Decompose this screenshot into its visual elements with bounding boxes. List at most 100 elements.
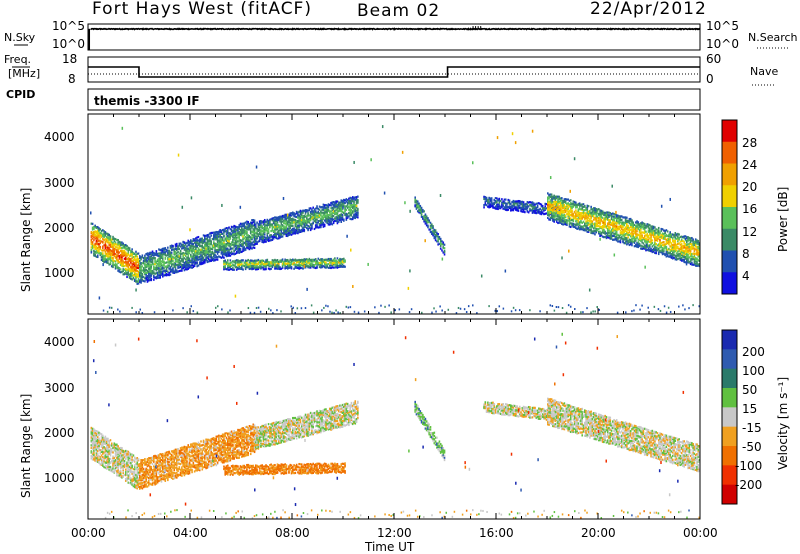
range-gate-cell	[631, 234, 633, 238]
station-title: Fort Hays West (fitACF)	[92, 0, 312, 19]
range-gate-cell	[575, 201, 577, 204]
range-gate-cell	[284, 258, 286, 261]
range-gate-cell	[160, 255, 163, 259]
range-gate-cell	[525, 205, 527, 208]
range-gate-cell	[632, 226, 635, 229]
range-gate-cell	[190, 248, 192, 251]
range-gate-cell	[637, 243, 640, 246]
range-gate-cell	[214, 256, 216, 259]
range-gate-cell	[215, 234, 218, 237]
range-gate-cell	[93, 254, 95, 257]
range-gate-cell	[339, 257, 341, 261]
range-gate-cell	[309, 258, 312, 262]
range-gate-cell	[141, 272, 144, 276]
range-gate-cell	[204, 245, 206, 248]
range-gate-cell	[191, 263, 193, 267]
range-gate-cell	[331, 206, 334, 209]
range-gate-cell	[187, 267, 190, 270]
range-gate-cell	[640, 224, 642, 228]
range-gate-cell	[336, 211, 339, 214]
range-gate-cell	[100, 258, 103, 262]
range-gate-cell	[127, 272, 130, 275]
range-gate-cell	[145, 253, 147, 256]
range-gate-cell	[258, 239, 261, 243]
range-gate-cell	[117, 252, 119, 255]
range-gate-cell	[127, 257, 130, 260]
range-gate-cell	[252, 231, 255, 234]
range-gate-cell	[336, 222, 339, 225]
range-gate-cell	[123, 245, 126, 248]
range-gate-cell	[420, 211, 423, 215]
ground-scatter-cell	[190, 305, 193, 308]
range-gate-cell	[293, 259, 295, 262]
range-gate-cell	[609, 230, 612, 233]
range-gate-cell	[216, 243, 219, 246]
ground-scatter-cell	[296, 307, 299, 310]
range-gate-cell	[606, 230, 609, 233]
range-gate-cell	[661, 244, 664, 247]
range-gate-cell	[159, 274, 161, 277]
range-gate-cell	[590, 224, 592, 227]
range-gate-cell	[260, 267, 262, 270]
range-gate-cell	[164, 271, 167, 274]
range-gate-cell	[225, 252, 228, 255]
range-gate-cell	[323, 206, 326, 209]
range-gate-cell	[322, 258, 325, 261]
range-gate-cell	[95, 226, 98, 229]
range-gate-cell	[218, 233, 220, 236]
range-gate-cell	[219, 246, 221, 249]
range-gate-cell	[220, 229, 223, 232]
range-gate-cell	[223, 245, 225, 248]
range-gate-cell	[656, 247, 659, 250]
range-gate-cell	[297, 224, 299, 227]
range-gate-cell	[116, 257, 118, 261]
range-gate-cell	[158, 259, 160, 262]
range-gate-cell	[330, 204, 332, 207]
range-gate-cell	[557, 211, 559, 214]
range-gate-cell	[211, 256, 214, 259]
range-gate-cell	[697, 255, 700, 258]
range-gate-cell	[255, 232, 257, 235]
range-gate-cell	[308, 262, 311, 265]
range-gate-cell	[132, 258, 135, 261]
range-gate-cell	[443, 249, 446, 253]
range-gate-cell	[340, 208, 343, 211]
range-gate-cell	[226, 237, 229, 240]
range-gate-cell	[664, 253, 666, 256]
range-gate-cell	[248, 226, 251, 229]
range-gate-cell	[649, 237, 651, 240]
range-gate-cell	[132, 261, 135, 264]
range-gate-cell	[629, 232, 632, 235]
range-gate-cell	[156, 273, 159, 276]
range-gate-cell	[572, 222, 575, 226]
range-gate-cell	[270, 261, 272, 264]
range-gate-cell	[683, 253, 686, 256]
range-gate-cell	[350, 208, 353, 212]
range-gate-cell	[336, 262, 339, 265]
range-gate-cell	[654, 240, 656, 243]
range-gate-cell	[135, 250, 137, 253]
range-gate-cell	[234, 247, 237, 250]
range-gate-cell	[589, 214, 591, 218]
range-gate-cell	[159, 272, 161, 275]
range-gate-cell	[237, 249, 239, 253]
range-gate-cell	[651, 245, 654, 248]
range-gate-cell	[121, 257, 123, 260]
range-gate-cell	[285, 259, 288, 262]
range-gate-cell	[198, 261, 201, 264]
range-gate-cell	[671, 240, 674, 243]
range-gate-cell	[604, 213, 606, 217]
range-gate-cell	[668, 239, 670, 243]
range-gate-cell	[113, 249, 116, 253]
range-gate-cell	[558, 216, 561, 219]
range-gate-cell	[150, 251, 153, 254]
range-gate-cell	[638, 226, 641, 229]
range-gate-cell	[243, 241, 246, 244]
range-gate-cell	[585, 226, 587, 229]
range-gate-cell	[94, 243, 96, 247]
range-gate-cell	[184, 242, 187, 245]
range-gate-cell	[567, 211, 569, 215]
range-gate-cell	[587, 229, 590, 232]
range-gate-cell	[114, 241, 117, 244]
range-gate-cell	[169, 266, 172, 269]
